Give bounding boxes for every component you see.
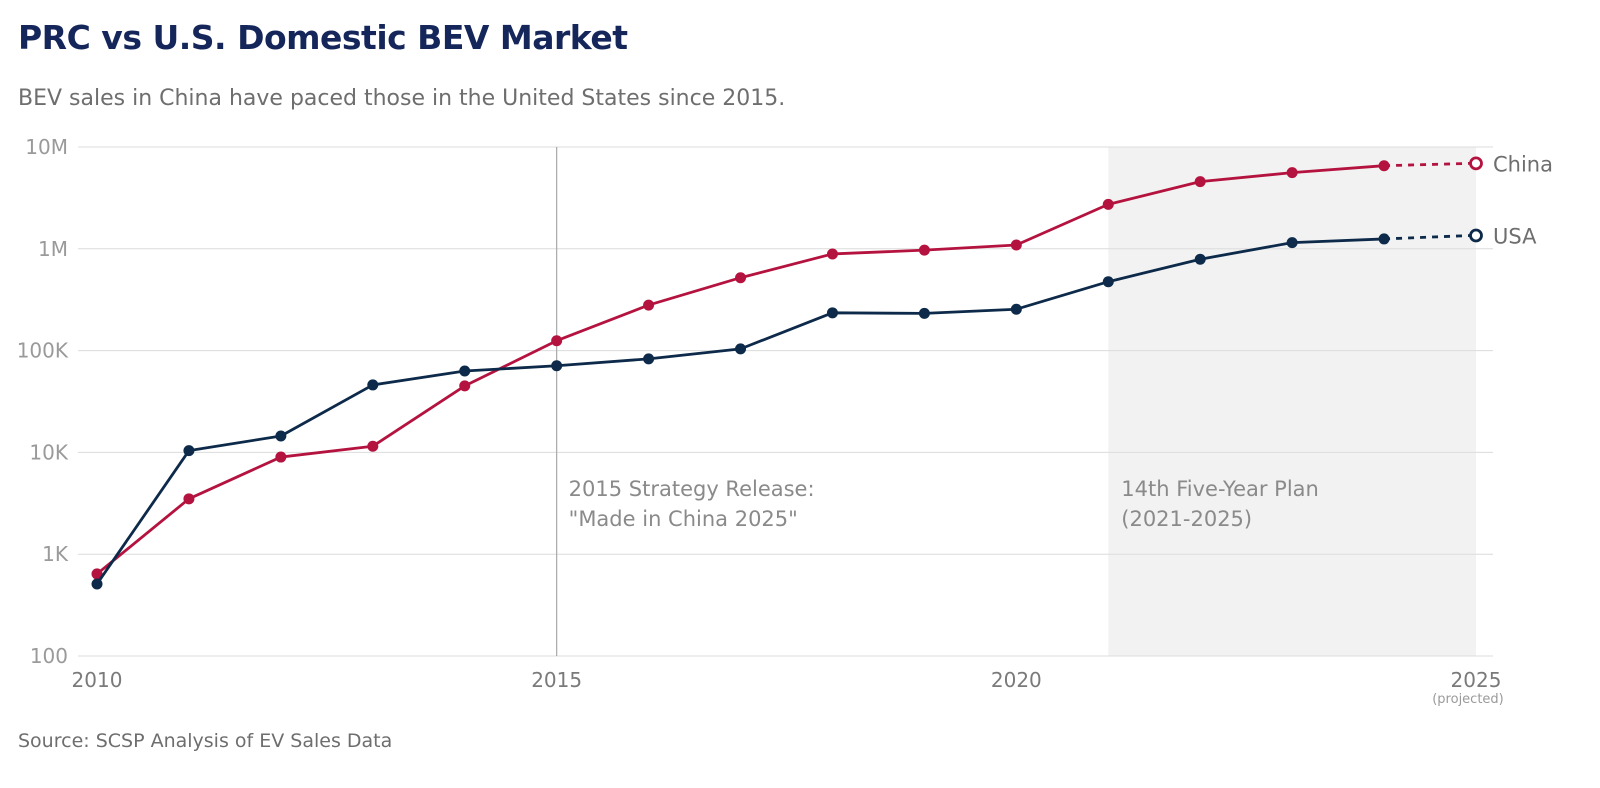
usa-data-point (918, 307, 930, 319)
usa-projected-point (1469, 228, 1483, 243)
china-data-point (1286, 167, 1298, 179)
usa-data-point (1102, 276, 1114, 288)
usa-data-point (1378, 233, 1390, 245)
usa-data-point (551, 360, 563, 372)
y-tick-label: 100 (30, 644, 68, 668)
usa-projection-line (1384, 234, 1471, 241)
china-data-point (1378, 160, 1390, 172)
usa-data-point (459, 365, 471, 377)
y-tick-label: 1K (42, 542, 69, 566)
usa-data-point (183, 445, 195, 457)
china-data-point (643, 299, 655, 311)
y-tick-label: 1M (38, 237, 68, 261)
china-data-point (367, 440, 379, 452)
china-data-point (1010, 239, 1022, 251)
usa-data-point (1286, 237, 1298, 249)
usa-data-point (1194, 253, 1206, 265)
china-data-point (1102, 198, 1114, 210)
china-data-point (918, 244, 930, 256)
x-tick-label: 2015 (531, 668, 582, 692)
china-data-point (551, 335, 563, 347)
five-year-plan-annotation-line: (2021-2025) (1121, 507, 1252, 531)
strategy-annotation-line: 2015 Strategy Release: (569, 477, 815, 501)
usa-data-point (91, 578, 103, 590)
chart-subtitle: BEV sales in China have paced those in t… (18, 86, 786, 111)
usa-data-point (735, 343, 747, 355)
china-data-point (826, 248, 838, 260)
five-year-plan-band (1108, 147, 1476, 656)
x-tick-sublabel: (projected) (1432, 692, 1504, 707)
strategy-annotation-line: "Made in China 2025" (569, 507, 798, 531)
x-tick-label: 2020 (991, 668, 1042, 692)
usa-data-point (275, 430, 287, 442)
x-tick-label: 2010 (72, 668, 123, 692)
china-data-point (459, 380, 471, 392)
usa-data-point (1010, 303, 1022, 315)
usa-data-point (826, 307, 838, 319)
china-projected-point (1469, 156, 1483, 171)
china-data-point (1194, 176, 1206, 188)
china-series-label: China (1493, 152, 1553, 176)
usa-data-point (643, 353, 655, 365)
y-tick-label: 10M (25, 135, 68, 159)
page-title: PRC vs U.S. Domestic BEV Market (18, 18, 628, 57)
china-projection-line (1384, 162, 1471, 168)
y-tick-label: 100K (17, 339, 69, 363)
china-data-point (275, 451, 287, 463)
five-year-plan-annotation-line: 14th Five-Year Plan (1121, 477, 1319, 501)
y-tick-label: 10K (29, 440, 68, 464)
source-note: Source: SCSP Analysis of EV Sales Data (18, 730, 393, 752)
china-data-point (91, 568, 103, 580)
china-data-point (183, 493, 195, 505)
x-tick-label: 2025 (1451, 668, 1502, 692)
usa-series-label: USA (1493, 225, 1537, 249)
china-data-point (735, 272, 747, 284)
usa-data-point (367, 379, 379, 391)
